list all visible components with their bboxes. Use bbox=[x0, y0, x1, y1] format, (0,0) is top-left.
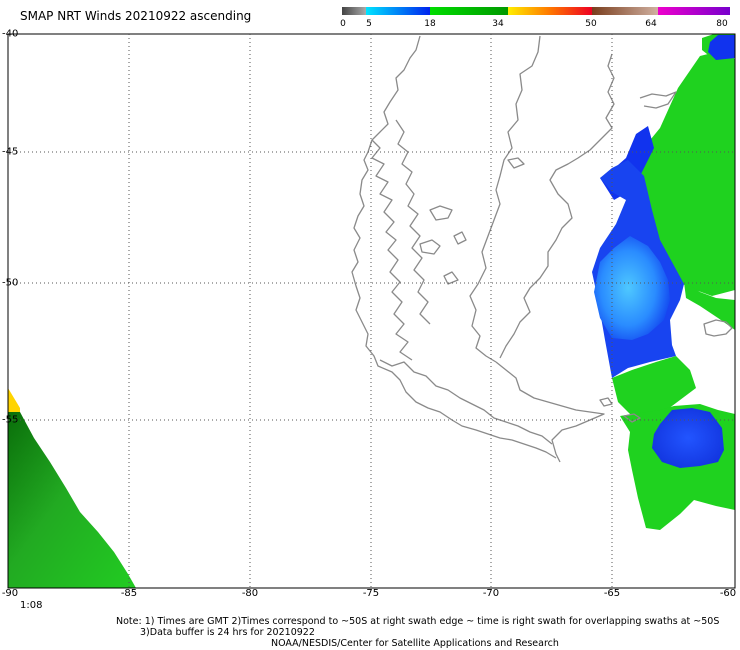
falkland-islands bbox=[703, 319, 733, 337]
gridlines bbox=[8, 34, 735, 588]
coastline bbox=[351, 35, 733, 463]
wind-speed-colorbar bbox=[342, 7, 730, 15]
colorbar-tick-label: 18 bbox=[424, 19, 436, 29]
green-wind-region-left bbox=[8, 412, 136, 588]
fjord-detail-2 bbox=[395, 119, 431, 325]
longitude-label: -65 bbox=[603, 588, 621, 599]
latitude-label: -55 bbox=[2, 414, 19, 426]
latitude-label: -40 bbox=[2, 28, 19, 40]
colorbar-tick-label: 5 bbox=[366, 19, 372, 29]
colorbar-segment-gale bbox=[508, 7, 592, 15]
left-swath bbox=[8, 388, 136, 588]
green-wind-region-upper bbox=[638, 50, 735, 296]
longitude-label: -90 bbox=[1, 588, 19, 599]
fjord-detail-3 bbox=[379, 359, 553, 445]
colorbar-segment-hurricane bbox=[658, 7, 730, 15]
latitude-label: -45 bbox=[2, 146, 19, 158]
green-wind-region-right-notch bbox=[684, 282, 735, 330]
colorbar-tick-label: 80 bbox=[716, 19, 728, 29]
note-line-2: 3)Data buffer is 24 hrs for 20210922 bbox=[140, 627, 315, 638]
swath-time-label: 1:08 bbox=[20, 600, 43, 611]
longitude-label: -60 bbox=[719, 588, 737, 599]
longitude-label: -70 bbox=[482, 588, 500, 599]
note-line-1: Note: 1) Times are GMT 2)Times correspon… bbox=[116, 616, 720, 627]
blue-wind-region-top-right bbox=[708, 35, 735, 60]
longitude-label: -80 bbox=[241, 588, 259, 599]
yellow-wind-region bbox=[8, 388, 20, 414]
colorbar-segment-light bbox=[366, 7, 430, 15]
mainland-east-coast bbox=[499, 53, 615, 359]
latitude-label: -50 bbox=[2, 277, 19, 289]
note-line-3: NOAA/NESDIS/Center for Satellite Applica… bbox=[271, 638, 559, 649]
fjord-detail-1 bbox=[371, 139, 413, 361]
map-title: SMAP NRT Winds 20210922 ascending bbox=[20, 9, 252, 23]
green-wind-region-lower bbox=[612, 356, 696, 420]
atlantic-coast bbox=[469, 35, 541, 363]
peninsula-valdes bbox=[639, 91, 677, 109]
lake-misc bbox=[443, 157, 525, 285]
pacific-coast-fjords bbox=[351, 35, 557, 459]
colorbar-segment-calm bbox=[342, 7, 366, 15]
tierra-del-fuego bbox=[495, 361, 605, 463]
light-blue-wind-region bbox=[594, 236, 670, 340]
lake-buenos-aires bbox=[429, 205, 453, 221]
longitude-label: -85 bbox=[120, 588, 138, 599]
colorbar-tick-label: 64 bbox=[645, 19, 657, 29]
longitude-label: -75 bbox=[362, 588, 380, 599]
colorbar-segment-storm bbox=[592, 7, 658, 15]
colorbar-segment-moderate bbox=[430, 7, 508, 15]
coastal-islands-south bbox=[599, 397, 641, 423]
colorbar-tick-label: 50 bbox=[585, 19, 597, 29]
colorbar-tick-label: 0 bbox=[340, 19, 346, 29]
colorbar-tick-label: 34 bbox=[492, 19, 504, 29]
blue-wind-region-south bbox=[652, 408, 724, 468]
right-swath bbox=[592, 34, 735, 530]
lake-argentino bbox=[419, 239, 441, 255]
